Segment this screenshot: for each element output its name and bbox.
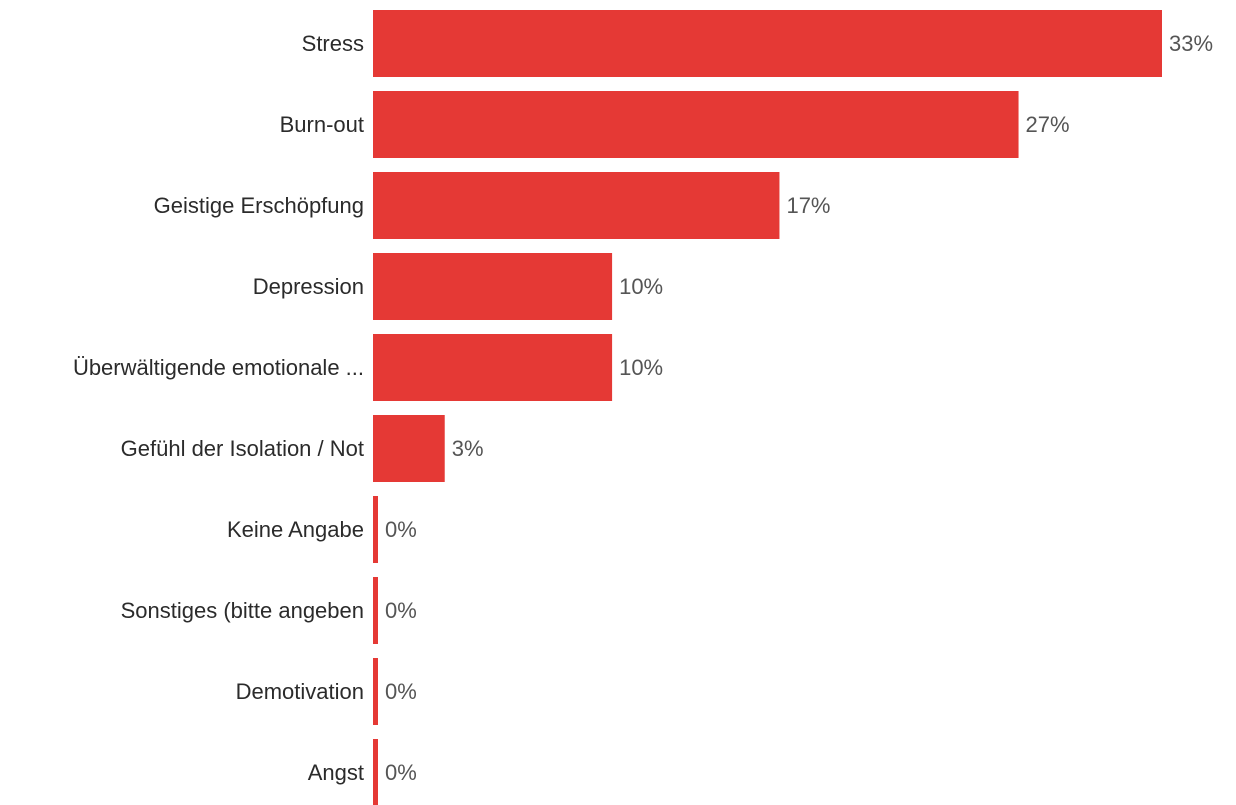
value-labels-group: 33% 27% 17% 10% 10% 3% 0% 0% 0% 0% xyxy=(385,31,1213,785)
bar-sonstiges-bitte-angeben xyxy=(373,577,378,644)
bar-angst xyxy=(373,739,378,805)
value-label-uberwaltigende-emotionale: 10% xyxy=(619,355,663,380)
value-label-demotivation: 0% xyxy=(385,679,417,704)
value-label-gefuhl-der-isolation-not: 3% xyxy=(452,436,484,461)
category-label-burn-out: Burn-out xyxy=(280,112,364,137)
bar-keine-angabe xyxy=(373,496,378,563)
category-label-angst: Angst xyxy=(308,760,364,785)
category-label-stress: Stress xyxy=(302,31,364,56)
bar-stress xyxy=(373,10,1162,77)
category-label-demotivation: Demotivation xyxy=(236,679,364,704)
value-label-keine-angabe: 0% xyxy=(385,517,417,542)
value-label-sonstiges-bitte-angeben: 0% xyxy=(385,598,417,623)
category-label-gefuhl-der-isolation-not: Gefühl der Isolation / Not xyxy=(121,436,364,461)
value-label-angst: 0% xyxy=(385,760,417,785)
bar-gefuhl-der-isolation-not xyxy=(373,415,445,482)
bars-group xyxy=(373,10,1162,805)
bar-geistige-erschopfung xyxy=(373,172,780,239)
bar-demotivation xyxy=(373,658,378,725)
category-labels-group: Stress Burn-out Geistige Erschöpfung Depres… xyxy=(73,31,364,785)
category-label-uberwaltigende-emotionale: Überwältigende emotionale ... xyxy=(73,355,364,380)
bar-depression xyxy=(373,253,613,320)
bar-uberwaltigende-emotionale xyxy=(373,334,613,401)
value-label-stress: 33% xyxy=(1169,31,1213,56)
bar-burn-out xyxy=(373,91,1019,158)
category-label-geistige-erschopfung: Geistige Erschöpfung xyxy=(154,193,364,218)
category-label-keine-angabe: Keine Angabe xyxy=(227,517,364,542)
category-label-sonstiges-bitte-angeben: Sonstiges (bitte angeben xyxy=(121,598,364,623)
value-label-burn-out: 27% xyxy=(1026,112,1070,137)
category-label-depression: Depression xyxy=(253,274,364,299)
value-label-geistige-erschopfung: 17% xyxy=(786,193,830,218)
value-label-depression: 10% xyxy=(619,274,663,299)
